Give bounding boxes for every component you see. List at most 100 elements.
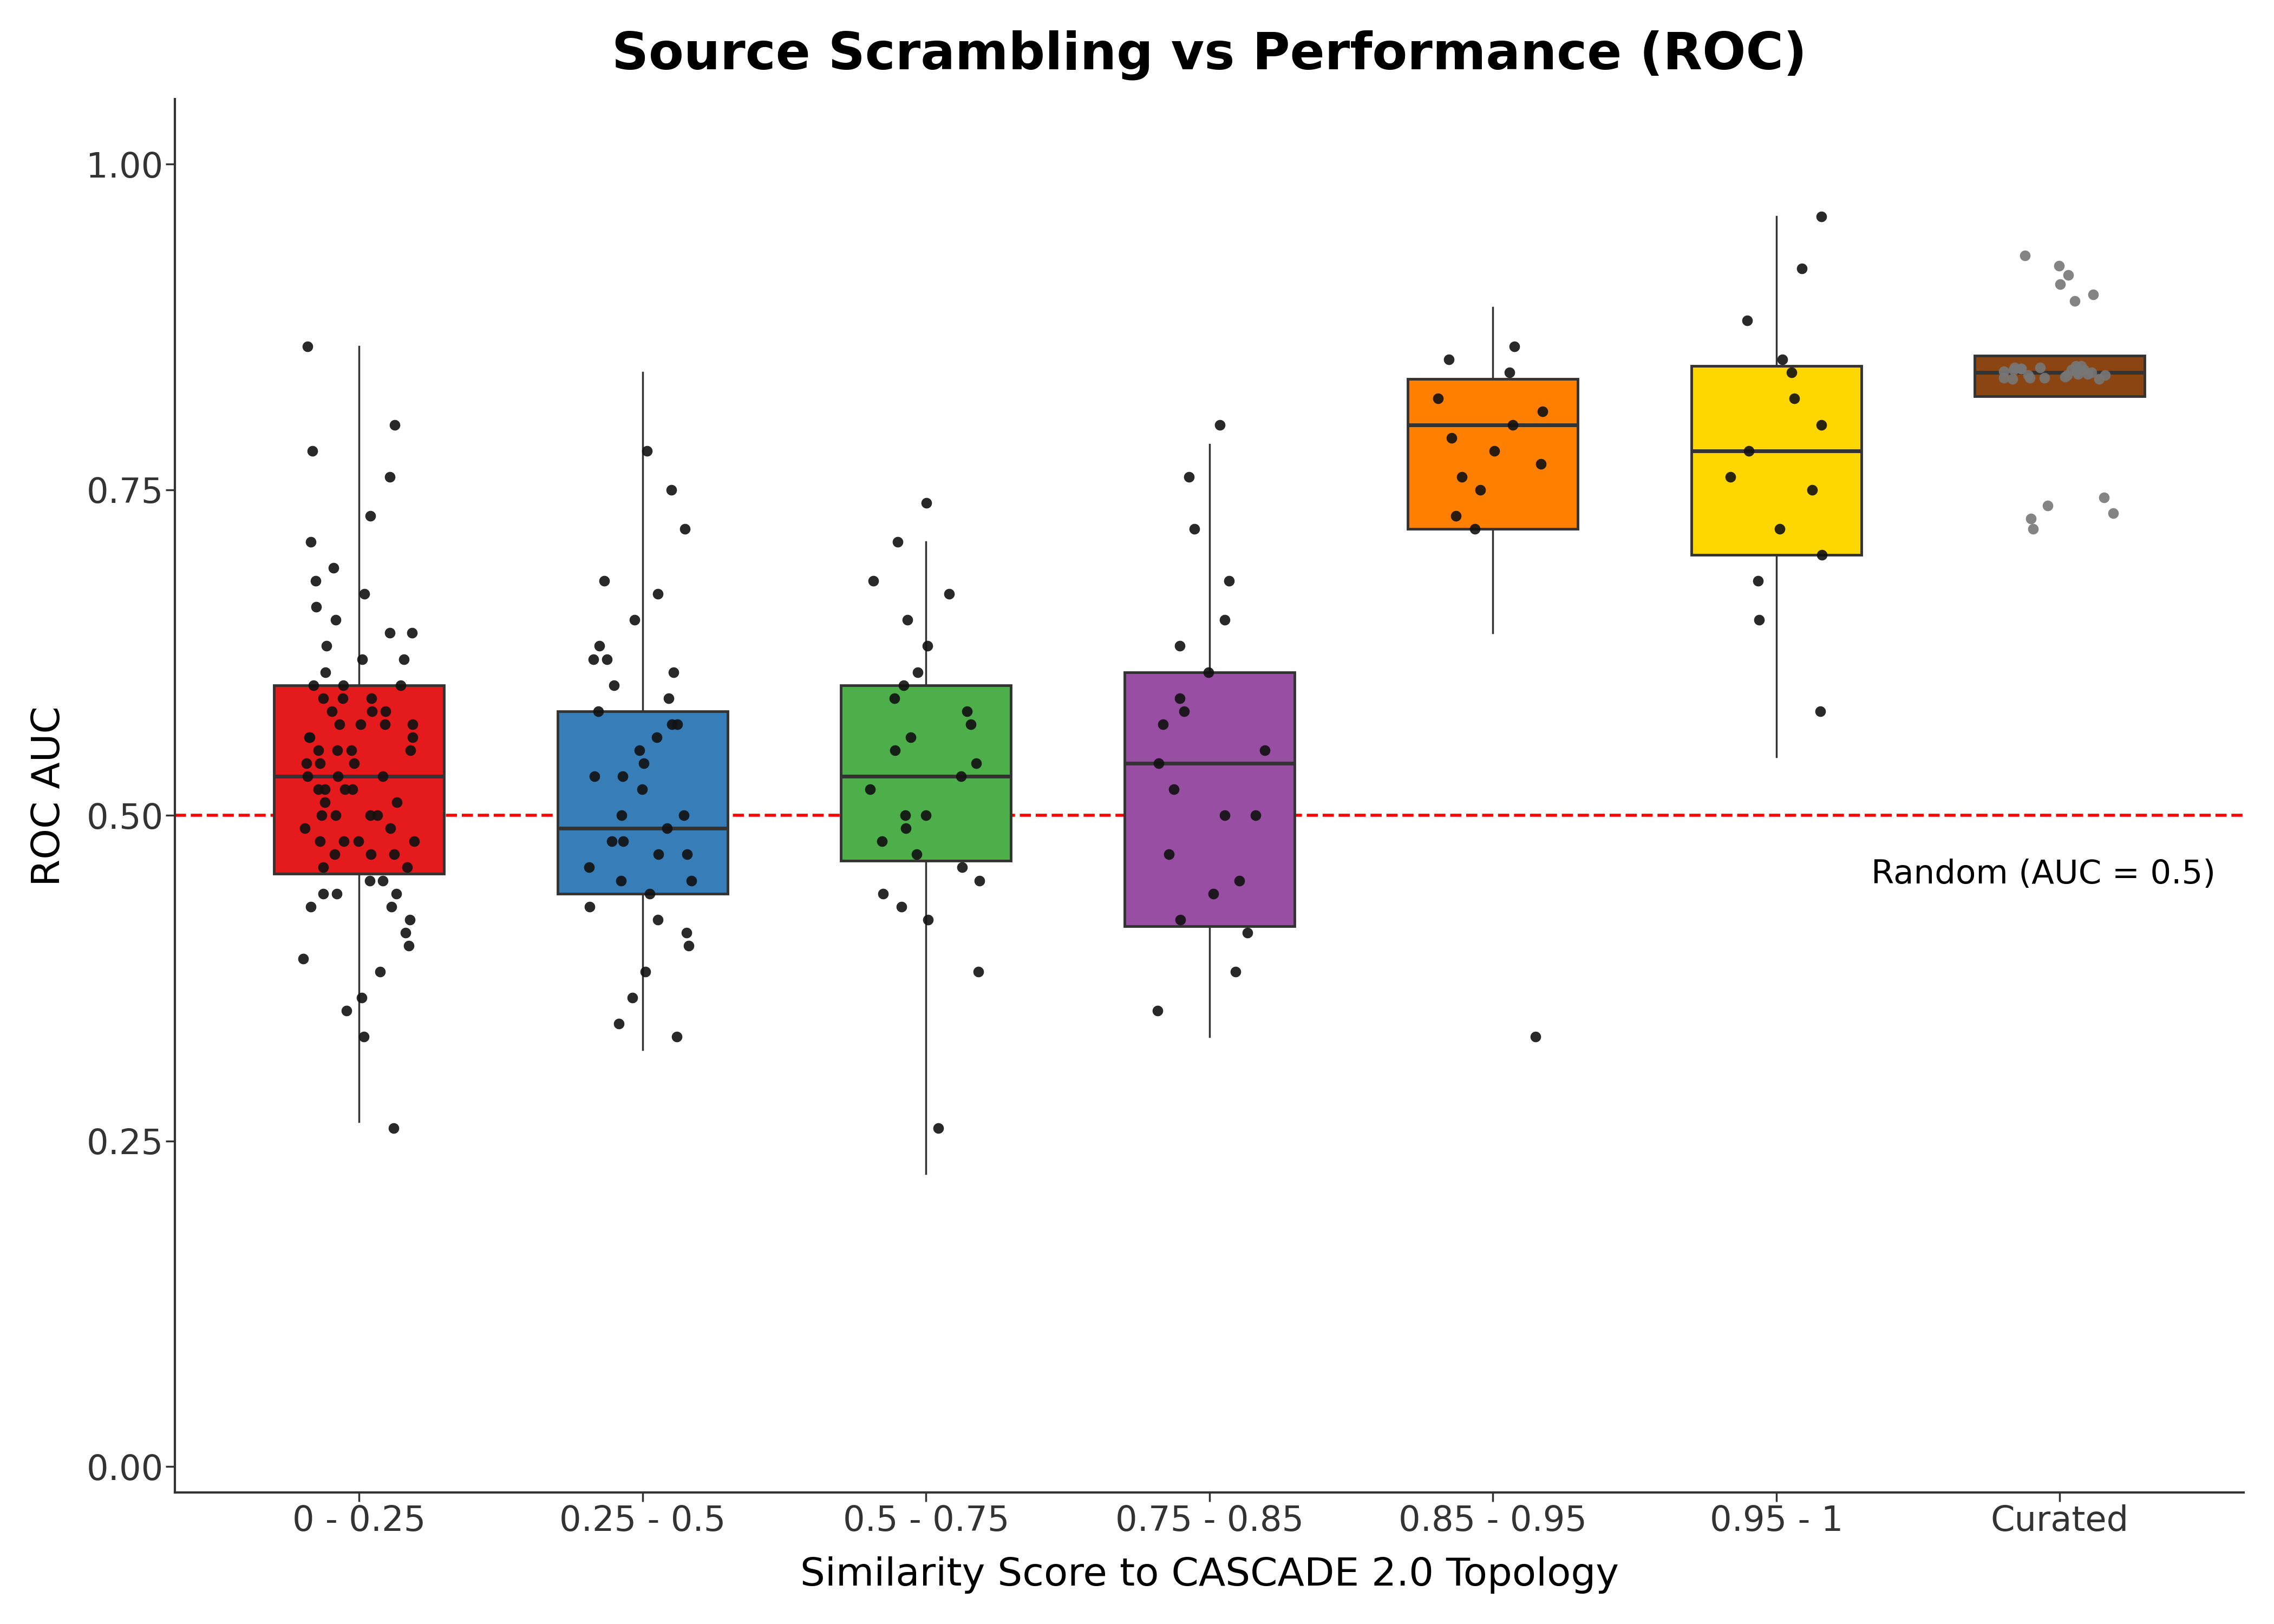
Point	[898, 841, 935, 867]
Point	[325, 672, 362, 698]
Point	[639, 906, 675, 932]
Point	[300, 737, 337, 763]
Point	[1985, 359, 2022, 385]
Point	[957, 750, 994, 776]
Point	[375, 841, 412, 867]
Y-axis label: ROC AUC: ROC AUC	[30, 706, 68, 887]
Point	[639, 581, 675, 607]
Point	[594, 828, 630, 854]
Point	[341, 828, 377, 854]
Point	[2022, 354, 2058, 380]
Point	[316, 841, 352, 867]
Point	[603, 867, 639, 893]
Point	[639, 841, 675, 867]
Point	[944, 854, 980, 880]
Point	[355, 698, 391, 724]
Point	[1776, 385, 1812, 411]
Point	[368, 698, 405, 724]
Point	[1994, 365, 2031, 391]
Point	[391, 737, 428, 763]
Point	[962, 867, 998, 893]
Point	[1162, 633, 1198, 659]
Point	[616, 607, 653, 633]
Point	[666, 516, 703, 542]
Point	[375, 1116, 412, 1142]
Point	[655, 659, 691, 685]
Point	[659, 1023, 696, 1049]
Point	[669, 841, 705, 867]
Point	[632, 880, 669, 906]
Point	[880, 529, 916, 555]
Point	[2074, 281, 2110, 307]
Point	[587, 568, 623, 594]
Point	[291, 724, 327, 750]
Point	[2012, 505, 2049, 531]
Point	[302, 750, 339, 776]
Point	[2053, 357, 2090, 383]
Point	[343, 984, 380, 1010]
Point	[907, 802, 944, 828]
Text: Random (AUC = 0.5): Random (AUC = 0.5)	[1872, 859, 2215, 890]
Bar	[841, 685, 1012, 861]
Point	[1167, 698, 1203, 724]
Point	[346, 581, 382, 607]
Point	[289, 763, 325, 789]
Point	[1712, 464, 1749, 490]
Point	[1997, 354, 2033, 380]
Point	[309, 633, 346, 659]
Point	[2049, 362, 2085, 388]
Point	[628, 958, 664, 984]
Point	[1230, 919, 1267, 945]
Point	[391, 932, 428, 958]
Point	[655, 711, 691, 737]
Point	[325, 828, 362, 854]
Point	[307, 659, 343, 685]
Point	[650, 685, 687, 711]
Point	[287, 815, 323, 841]
Point	[2003, 356, 2040, 382]
Point	[343, 711, 380, 737]
Point	[316, 555, 352, 581]
Point	[1171, 464, 1207, 490]
Point	[396, 828, 432, 854]
Point	[1765, 346, 1801, 372]
Point	[373, 893, 409, 919]
Point	[318, 607, 355, 633]
Point	[885, 672, 921, 698]
Point	[298, 594, 334, 620]
Point	[582, 633, 619, 659]
Point	[1162, 906, 1198, 932]
Point	[1496, 333, 1533, 359]
Point	[364, 763, 400, 789]
Point	[625, 750, 662, 776]
Point	[327, 776, 364, 802]
Point	[901, 659, 937, 685]
Point	[605, 828, 641, 854]
Point	[393, 711, 430, 737]
Point	[891, 724, 928, 750]
Point	[864, 880, 901, 906]
Point	[373, 815, 409, 841]
Point	[359, 802, 396, 828]
Point	[953, 711, 989, 737]
Point	[1783, 255, 1819, 281]
Point	[2015, 516, 2051, 542]
Point	[321, 763, 357, 789]
Point	[1419, 385, 1455, 411]
Point	[1801, 698, 1837, 724]
Point	[1458, 516, 1494, 542]
Point	[2063, 352, 2099, 378]
Point	[1494, 412, 1530, 438]
Point	[910, 633, 946, 659]
Point	[666, 802, 703, 828]
Point	[653, 477, 689, 503]
Point	[352, 503, 389, 529]
Point	[2010, 362, 2047, 388]
Point	[614, 984, 650, 1010]
Point	[387, 919, 423, 945]
Point	[1151, 841, 1187, 867]
Point	[2008, 242, 2044, 268]
Point	[575, 646, 612, 672]
Point	[1217, 958, 1253, 984]
Point	[571, 854, 607, 880]
